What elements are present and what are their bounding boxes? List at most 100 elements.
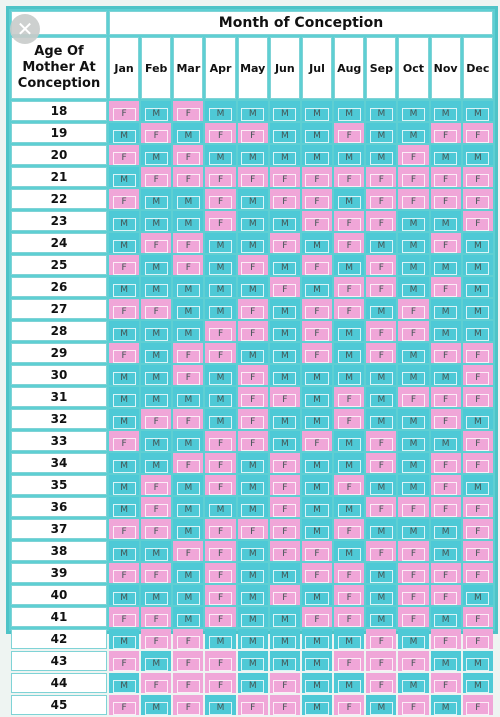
gender-cell: M <box>398 409 429 429</box>
title-row: Month of Conception <box>11 11 493 35</box>
gender-cell: M <box>237 189 268 209</box>
gender-cell: F <box>301 431 333 451</box>
gender-label: M <box>305 108 329 121</box>
gender-label: M <box>176 306 200 319</box>
gender-label: M <box>273 108 297 121</box>
gender-label: F <box>337 218 361 231</box>
table-row: 32 M F F M F M M F M M F M <box>11 409 493 429</box>
gender-label: F <box>369 350 393 363</box>
gender-cell: M <box>141 365 172 385</box>
gender-cell: F <box>269 189 300 209</box>
gender-label: F <box>112 262 136 275</box>
gender-cell: F <box>334 695 365 715</box>
gender-label: M <box>144 196 168 209</box>
gender-cell: F <box>205 343 236 363</box>
gender-cell: F <box>205 585 236 605</box>
gender-label: M <box>401 130 426 143</box>
gender-label: M <box>305 482 329 495</box>
gender-cell: M <box>237 585 268 605</box>
gender-label: M <box>273 350 297 363</box>
gender-cell: F <box>141 629 172 649</box>
gender-label: F <box>305 350 329 363</box>
gender-label: M <box>337 438 361 451</box>
gender-cell: F <box>462 123 493 143</box>
gender-label: M <box>273 372 297 385</box>
gender-label: M <box>337 350 361 363</box>
gender-label: F <box>401 658 426 671</box>
gender-cell: M <box>109 629 140 649</box>
gender-label: F <box>208 614 233 627</box>
gender-cell: F <box>430 629 461 649</box>
table-row: 44 M F F F M F M M F M F M <box>11 673 493 693</box>
gender-cell: M <box>366 607 397 627</box>
gender-label: F <box>112 152 136 165</box>
gender-cell: M <box>109 409 140 429</box>
gender-label: F <box>112 350 136 363</box>
gender-label: F <box>176 680 200 693</box>
gender-label: M <box>112 482 136 495</box>
gender-cell: M <box>141 255 172 275</box>
gender-cell: F <box>269 167 300 187</box>
gender-cell: M <box>462 145 493 165</box>
gender-label: F <box>208 482 233 495</box>
gender-cell: F <box>237 299 268 319</box>
table-row: 42 M F F M M M M M F M F F <box>11 629 493 649</box>
gender-cell: F <box>462 189 493 209</box>
gender-cell: M <box>237 673 268 693</box>
gender-cell: M <box>269 409 300 429</box>
close-icon[interactable]: ✕ <box>10 14 40 44</box>
gender-cell: F <box>205 431 236 451</box>
gender-cell: F <box>430 453 461 473</box>
gender-cell: M <box>141 211 172 231</box>
gender-label: F <box>208 526 233 539</box>
age-header-line-1: Age Of <box>34 44 84 59</box>
gender-cell: F <box>462 541 493 561</box>
gender-cell: M <box>205 233 236 253</box>
gender-cell: F <box>398 321 429 341</box>
gender-cell: F <box>109 255 140 275</box>
gender-cell: M <box>430 607 461 627</box>
gender-cell: F <box>398 695 429 715</box>
gender-cell: M <box>301 475 333 495</box>
gender-cell: M <box>301 145 333 165</box>
gender-cell: F <box>109 651 140 671</box>
table-row: 37 F F M F F F M F M M M F <box>11 519 493 539</box>
gender-cell: F <box>237 167 268 187</box>
gender-label: F <box>176 460 200 473</box>
gender-label: M <box>112 394 136 407</box>
gender-cell: M <box>334 343 365 363</box>
gender-label: F <box>208 592 233 605</box>
gender-label: F <box>208 438 233 451</box>
table-row: 23 M M M F M M F F F M M F <box>11 211 493 231</box>
gender-label: F <box>144 240 168 253</box>
gender-label: F <box>208 350 233 363</box>
gender-cell: M <box>366 299 397 319</box>
gender-cell: F <box>237 409 268 429</box>
gender-cell: M <box>141 277 172 297</box>
gender-label: F <box>176 548 200 561</box>
gender-cell: F <box>334 519 365 539</box>
gender-cell: M <box>398 673 429 693</box>
gender-label: F <box>369 504 393 517</box>
gender-cell: F <box>301 541 333 561</box>
gender-label: M <box>434 152 458 165</box>
age-cell: 35 <box>11 475 107 495</box>
gender-cell: F <box>398 145 429 165</box>
gender-cell: F <box>205 607 236 627</box>
gender-cell: M <box>173 321 204 341</box>
gender-label: F <box>112 658 136 671</box>
gender-label: F <box>144 306 168 319</box>
gender-label: M <box>273 658 297 671</box>
gender-label: F <box>466 394 490 407</box>
table-row: 35 M F M F M F M F M M F M <box>11 475 493 495</box>
gender-cell: F <box>462 365 493 385</box>
gender-cell: F <box>173 255 204 275</box>
gender-label: M <box>241 482 265 495</box>
gender-cell: F <box>462 211 493 231</box>
gender-label: F <box>208 680 233 693</box>
gender-label: F <box>466 174 490 187</box>
gender-cell: F <box>237 519 268 539</box>
gender-label: F <box>273 460 297 473</box>
gender-cell: M <box>269 255 300 275</box>
gender-cell: M <box>430 211 461 231</box>
